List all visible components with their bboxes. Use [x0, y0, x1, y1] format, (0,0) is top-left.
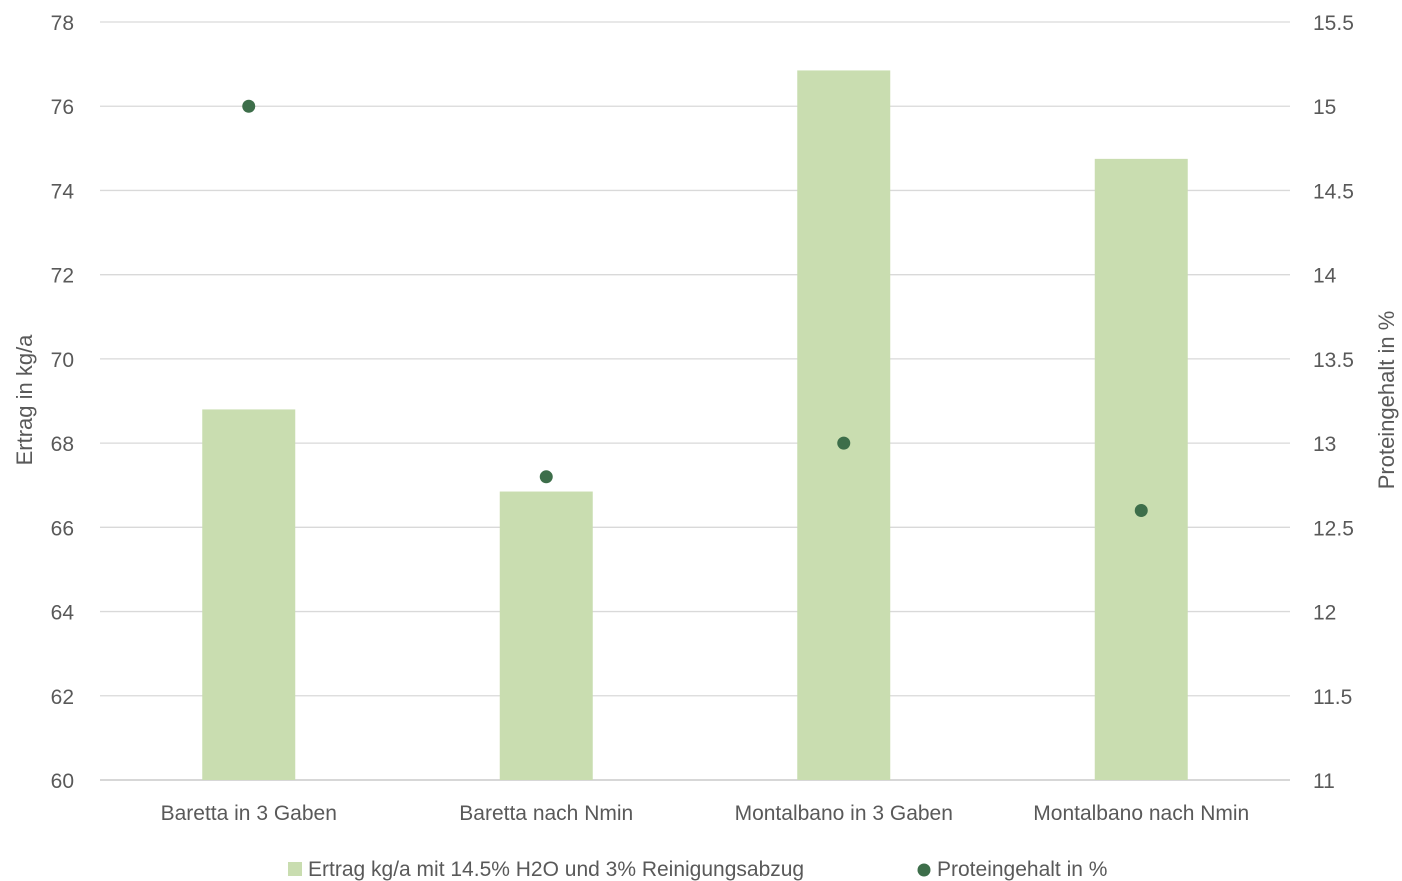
y2-tick-label: 15 [1313, 96, 1336, 119]
bar [499, 491, 593, 780]
y-tick-label: 74 [51, 180, 75, 203]
category-axis-labels: Baretta in 3 Gaben Baretta nach Nmin Monta… [161, 802, 1250, 825]
y2-tick-label: 11.5 [1313, 686, 1352, 709]
x-tick-label: Baretta nach Nmin [459, 802, 633, 825]
y2-tick-label: 14.5 [1313, 180, 1354, 203]
y2-tick-label: 11 [1313, 770, 1335, 793]
y-axis-title: Ertrag in kg/a [12, 334, 37, 466]
y-tick-label: 78 [51, 12, 74, 35]
y-tick-label: 72 [51, 265, 74, 288]
y2-tick-label: 13 [1313, 433, 1336, 456]
y-tick-label: 76 [51, 96, 74, 119]
data-point [539, 470, 553, 484]
y-tick-label: 62 [51, 686, 74, 709]
y2-tick-label: 12 [1313, 602, 1336, 625]
y2-tick-label: 12.5 [1313, 517, 1354, 540]
y2-tick-label: 14 [1313, 265, 1337, 288]
gridlines [100, 21, 1290, 781]
y2-axis-title: Proteingehalt in % [1374, 311, 1399, 490]
y-tick-label: 60 [51, 770, 74, 793]
left-axis-ticks: 60 62 64 66 68 70 72 74 76 78 [51, 12, 75, 793]
y-tick-label: 66 [51, 517, 74, 540]
bar [202, 409, 296, 780]
scatter-series [242, 99, 1148, 517]
bar [1094, 158, 1188, 781]
legend: Ertrag kg/a mit 14.5% H2O und 3% Reinigu… [288, 858, 1107, 881]
data-point [242, 99, 256, 113]
x-tick-label: Montalbano nach Nmin [1033, 802, 1249, 825]
y-tick-label: 70 [51, 349, 74, 372]
y-tick-label: 68 [51, 433, 74, 456]
y2-tick-label: 15.5 [1313, 12, 1354, 35]
y2-tick-label: 13.5 [1313, 349, 1354, 372]
bar [797, 70, 891, 780]
x-tick-label: Montalbano in 3 Gaben [735, 802, 953, 825]
y-tick-label: 64 [51, 602, 75, 625]
legend-label-bar: Ertrag kg/a mit 14.5% H2O und 3% Reinigu… [308, 858, 804, 881]
data-point [837, 436, 851, 450]
legend-swatch-point [917, 863, 931, 877]
legend-swatch-bar [288, 862, 302, 876]
data-point [1134, 503, 1148, 517]
right-axis-ticks: 11 11.5 12 12.5 13 13.5 14 14.5 15 15.5 [1313, 12, 1354, 793]
bar-series [202, 70, 1188, 781]
legend-label-point: Proteingehalt in % [937, 858, 1107, 881]
x-tick-label: Baretta in 3 Gaben [161, 802, 337, 825]
